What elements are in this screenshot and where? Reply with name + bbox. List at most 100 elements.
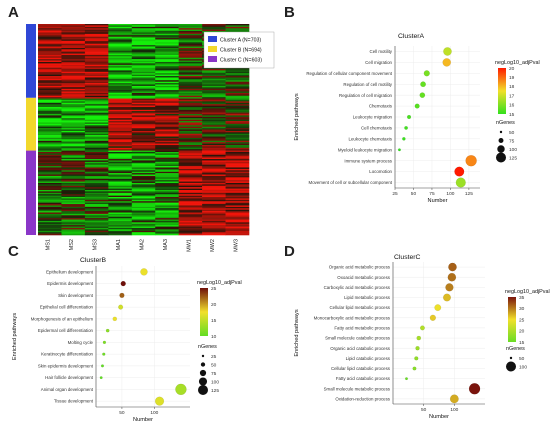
heatmap-cell [202, 152, 226, 154]
heatmap-cell [178, 181, 203, 184]
heatmap-cell [131, 83, 156, 85]
heatmap-cell [108, 66, 133, 68]
heatmap-cell [38, 208, 62, 210]
heatmap-cell [202, 225, 226, 227]
heatmap-cell [202, 168, 226, 171]
heatmap-cell [225, 229, 250, 232]
heatmap-cell [225, 168, 250, 171]
y-tick-label: Movement of cell or subcellular componen… [309, 180, 393, 185]
heatmap-cell [202, 189, 226, 192]
data-point [119, 292, 125, 298]
bubble-chart-clusterb: ClusterB Epithelium development Epidermis … [12, 257, 242, 423]
heatmap-cell [202, 114, 226, 116]
heatmap-cell [131, 40, 156, 43]
heatmap-cell [61, 92, 86, 95]
heatmap-cell [38, 177, 62, 180]
heatmap-cell [225, 119, 250, 122]
y-tick-label: Regulation of cell motility [343, 82, 392, 87]
heatmap-cell [84, 71, 109, 74]
heatmap-cell [38, 143, 62, 146]
heatmap-cell [108, 173, 133, 175]
heatmap-cell [84, 105, 109, 108]
heatmap-cell [225, 160, 250, 163]
heatmap-cell [38, 146, 62, 149]
heatmap-cell [108, 188, 133, 191]
heatmap-cell [178, 167, 203, 170]
heatmap-cell [155, 128, 179, 130]
heatmap-cell [178, 188, 203, 191]
heatmap-cell [61, 98, 86, 101]
heatmap-cell [131, 129, 156, 132]
y-tick-label: Skin development [58, 293, 94, 298]
heatmap-cell [178, 230, 203, 233]
heatmap-cell [84, 46, 109, 49]
heatmap-cell [225, 83, 250, 85]
heatmap-cell [108, 137, 133, 140]
color-legend-tick: 19 [509, 75, 515, 81]
heatmap-cell [131, 226, 156, 229]
heatmap-cell [61, 91, 86, 94]
heatmap-cell [178, 198, 203, 201]
heatmap-cell [178, 43, 203, 46]
heatmap-cell [38, 225, 62, 227]
heatmap-cell [178, 149, 203, 151]
heatmap-cell [61, 180, 86, 182]
x-tick-label: 75 [429, 191, 435, 197]
heatmap-cell [38, 213, 62, 216]
heatmap-cell [155, 111, 179, 113]
heatmap-cell [61, 121, 86, 123]
x-axis-title: Number [428, 198, 448, 204]
heatmap-cell [155, 67, 179, 70]
y-tick-label: Cell motility [370, 49, 393, 54]
data-point [429, 314, 436, 321]
heatmap-cell [155, 147, 179, 150]
heatmap-cell [155, 102, 179, 105]
data-point [102, 340, 107, 344]
heatmap-cell [38, 140, 62, 143]
heatmap-cell [131, 197, 156, 199]
heatmap-cell [131, 29, 156, 32]
heatmap-cell [84, 222, 109, 225]
heatmap-cell [178, 205, 203, 208]
heatmap-cell [108, 126, 133, 129]
heatmap-cell [61, 25, 86, 28]
heatmap-cell [108, 150, 133, 153]
heatmap-cell [131, 154, 156, 157]
heatmap-cell [84, 87, 109, 90]
heatmap-cell [202, 118, 226, 120]
heatmap-cell [202, 174, 226, 177]
heatmap-cell [61, 218, 86, 220]
heatmap-cell [84, 204, 109, 206]
heatmap-cell [155, 64, 179, 67]
heatmap-cell [225, 175, 250, 178]
heatmap-cell [202, 67, 226, 70]
y-tick-label: Regulation of cellular component movemen… [306, 71, 392, 76]
heatmap-cell [178, 123, 203, 126]
heatmap-cell [202, 142, 226, 144]
heatmap-cell [202, 83, 226, 85]
heatmap-cell [131, 140, 156, 143]
heatmap-cell [225, 206, 250, 209]
heatmap-cell [178, 139, 203, 142]
heatmap-cell [178, 57, 203, 60]
heatmap-cell [178, 136, 203, 139]
heatmap-cell [225, 70, 250, 73]
heatmap-cell [178, 180, 203, 182]
heatmap-cell [178, 71, 203, 74]
heatmap-cell [225, 188, 250, 191]
heatmap-cell [84, 206, 109, 209]
data-point [397, 148, 401, 152]
x-tick-label: 100 [450, 407, 458, 413]
heatmap-cell [202, 194, 226, 196]
heatmap-cell [178, 76, 203, 78]
heatmap-cell [225, 71, 250, 74]
heatmap-cell [108, 194, 133, 196]
heatmap-cell [108, 206, 133, 209]
heatmap-cell [84, 28, 109, 30]
heatmap-cell [202, 119, 226, 122]
heatmap-cell [178, 175, 203, 178]
heatmap-cell [131, 56, 156, 59]
heatmap-cell [108, 223, 133, 226]
heatmap-cell [84, 56, 109, 59]
data-point [404, 126, 408, 130]
